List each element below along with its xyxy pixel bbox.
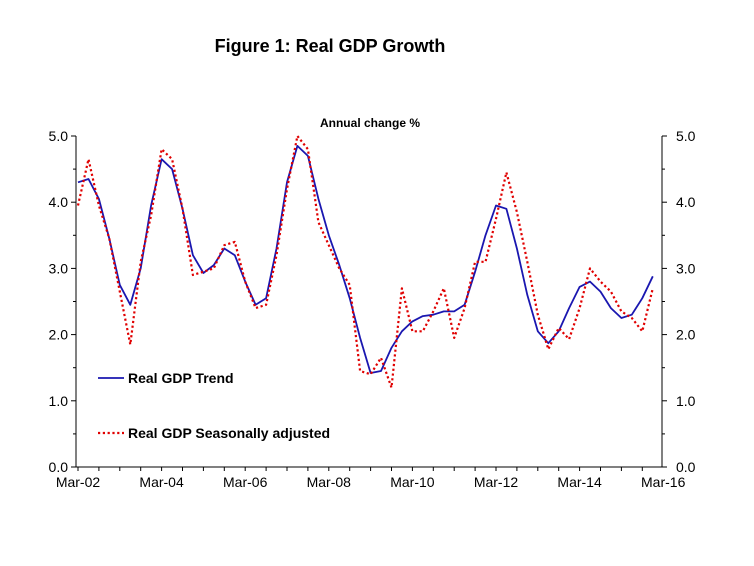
series-line-trend: [77, 144, 654, 374]
figure-title: Figure 1: Real GDP Growth: [214, 36, 446, 56]
chart-axes: [75, 136, 663, 468]
x-tick-label: Mar-04: [139, 474, 184, 490]
y-tick-label-left: 0.0: [49, 459, 69, 475]
series-lines: [76, 134, 654, 389]
chart-legend: Real GDP Trend Real GDP Seasonally adjust…: [98, 370, 330, 441]
x-tick-label: Mar-06: [223, 474, 268, 490]
x-tick-label: Mar-12: [474, 474, 519, 490]
series-line-seasonally-adjusted: [76, 134, 654, 389]
y-tick-label-right: 3.0: [676, 260, 696, 276]
x-tick-label: Mar-02: [56, 474, 101, 490]
y-tick-label-right: 2.0: [676, 327, 696, 343]
legend-item-seasonally-adjusted-label: Real GDP Seasonally adjusted: [128, 425, 330, 441]
y-tick-label-left: 2.0: [49, 327, 69, 343]
y-tick-label-left: 5.0: [49, 128, 69, 144]
x-tick-label: Mar-14: [557, 474, 602, 490]
x-tick-label: Mar-08: [307, 474, 352, 490]
y-tick-label-right: 5.0: [676, 128, 696, 144]
chart-subtitle: Annual change %: [320, 116, 420, 130]
y-tick-label-right: 1.0: [676, 393, 696, 409]
y-tick-label-left: 3.0: [49, 260, 69, 276]
legend-item-trend-label: Real GDP Trend: [128, 370, 234, 386]
x-tick-label: Mar-10: [390, 474, 435, 490]
y-tick-label-left: 1.0: [49, 393, 69, 409]
y-tick-label-right: 0.0: [676, 459, 696, 475]
y-tick-label-left: 4.0: [49, 194, 69, 210]
axis-ticks: 0.0 0.0 1.0 1.0 2.0 2.0 3.0 3.0 4.0 4.0 5.0 5.0 Mar-…: [49, 128, 696, 490]
x-tick-label: Mar-16: [641, 474, 686, 490]
y-tick-label-right: 4.0: [676, 194, 696, 210]
